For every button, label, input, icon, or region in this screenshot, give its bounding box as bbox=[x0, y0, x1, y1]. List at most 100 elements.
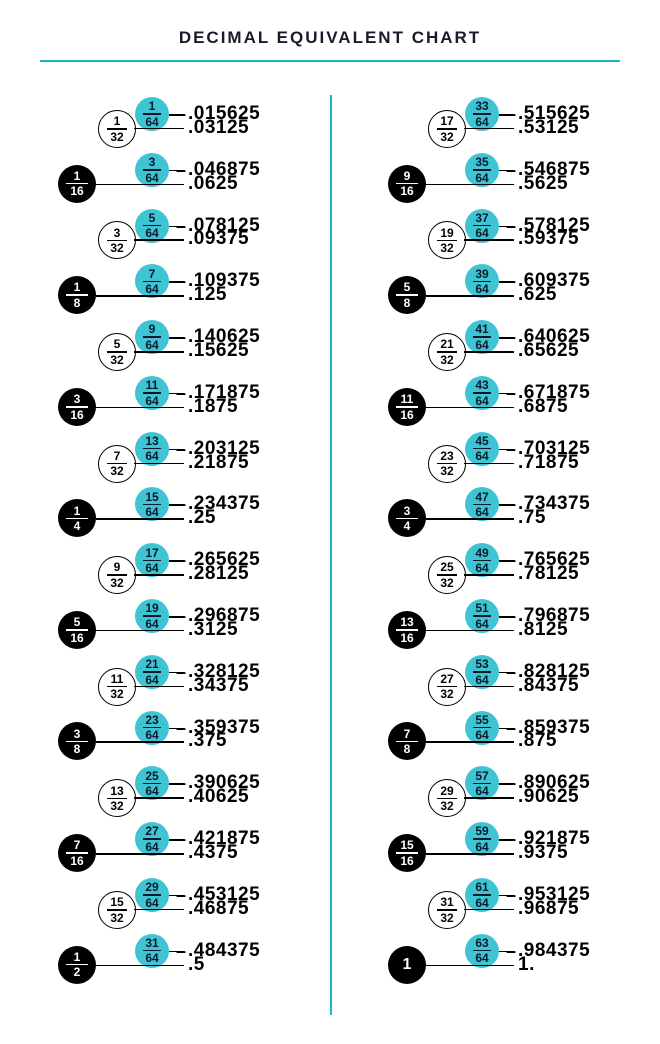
fraction-64-circle: 3564 bbox=[465, 153, 499, 187]
dash: – bbox=[176, 494, 186, 515]
fraction-64-circle: 2364 bbox=[135, 711, 169, 745]
dash: – bbox=[506, 829, 516, 850]
decimal-value: .21875 bbox=[188, 452, 249, 474]
chart-row: 964–.140625 bbox=[0, 323, 330, 351]
chart-row: 516.3125 bbox=[0, 630, 330, 658]
column-1: 3364–.5156251732.531253564–.546875916.56… bbox=[330, 100, 660, 993]
decimal-value: .625 bbox=[518, 284, 557, 306]
connector bbox=[134, 909, 184, 911]
dash: – bbox=[176, 885, 186, 906]
connector bbox=[464, 797, 514, 799]
connector bbox=[96, 965, 184, 967]
dash: – bbox=[506, 606, 516, 627]
decimal-value: .71875 bbox=[518, 452, 579, 474]
decimal-value: .125 bbox=[188, 284, 227, 306]
fraction-reduced-circle: 316 bbox=[58, 388, 96, 426]
chart-row: 1932.59375 bbox=[330, 239, 660, 267]
fraction-32-circle: 2132 bbox=[428, 333, 466, 371]
column-0: 164–.015625132.03125364–.046875116.06255… bbox=[0, 100, 330, 993]
chart-row: 3132.96875 bbox=[330, 909, 660, 937]
fraction-64-circle: 1964 bbox=[135, 599, 169, 633]
connector bbox=[426, 630, 514, 632]
chart-row: 5964–.921875 bbox=[330, 825, 660, 853]
chart-row: 2964–.453125 bbox=[0, 881, 330, 909]
fraction-32-circle: 1932 bbox=[428, 221, 466, 259]
fraction-32-circle: 132 bbox=[98, 110, 136, 148]
connector bbox=[464, 239, 514, 241]
dash: – bbox=[176, 383, 186, 404]
fraction-64-circle: 4564 bbox=[465, 432, 499, 466]
dash: – bbox=[506, 773, 516, 794]
chart-row: 6164–.953125 bbox=[330, 881, 660, 909]
dash: – bbox=[506, 718, 516, 739]
decimal-value: .3125 bbox=[188, 619, 238, 641]
chart-row: 1516.9375 bbox=[330, 853, 660, 881]
fraction-64-circle: 4164 bbox=[465, 320, 499, 354]
chart-row: 3164–.484375 bbox=[0, 937, 330, 965]
fraction-reduced-circle: 34 bbox=[388, 499, 426, 537]
fraction-reduced-circle: 1516 bbox=[388, 834, 426, 872]
chart-row: 38.375 bbox=[0, 741, 330, 769]
top-rule bbox=[40, 60, 620, 62]
chart-row: 732.21875 bbox=[0, 463, 330, 491]
fraction-32-circle: 732 bbox=[98, 445, 136, 483]
fraction-64-circle: 5164 bbox=[465, 599, 499, 633]
fraction-64-circle: 364 bbox=[135, 153, 169, 187]
fraction-64-circle: 1564 bbox=[135, 487, 169, 521]
chart-row: 1764–.265625 bbox=[0, 546, 330, 574]
fraction-64-circle: 5364 bbox=[465, 655, 499, 689]
chart-row: 3564–.546875 bbox=[330, 156, 660, 184]
chart-row: 1316.8125 bbox=[330, 630, 660, 658]
chart-row: 132.03125 bbox=[0, 128, 330, 156]
fraction-64-circle: 964 bbox=[135, 320, 169, 354]
chart-row: 58.625 bbox=[330, 295, 660, 323]
chart-row: 1164–.171875 bbox=[0, 379, 330, 407]
chart-row: 2164–.328125 bbox=[0, 658, 330, 686]
decimal-value: .5 bbox=[188, 954, 205, 976]
dash: – bbox=[506, 439, 516, 460]
decimal-value: .0625 bbox=[188, 173, 238, 195]
fraction-32-circle: 932 bbox=[98, 556, 136, 594]
connector bbox=[464, 574, 514, 576]
dash: – bbox=[176, 104, 186, 125]
chart-row: 2564–.390625 bbox=[0, 769, 330, 797]
connector bbox=[134, 686, 184, 688]
chart-row: 18.125 bbox=[0, 295, 330, 323]
fraction-64-circle: 6364 bbox=[465, 934, 499, 968]
fraction-64-circle: 2964 bbox=[135, 878, 169, 912]
fraction-reduced-circle: 58 bbox=[388, 276, 426, 314]
connector bbox=[96, 630, 184, 632]
fraction-32-circle: 3132 bbox=[428, 891, 466, 929]
chart-row: 4364–.671875 bbox=[330, 379, 660, 407]
decimal-value: .53125 bbox=[518, 117, 579, 139]
fraction-reduced-circle: 12 bbox=[58, 946, 96, 984]
chart-row: 78.875 bbox=[330, 741, 660, 769]
dash: – bbox=[506, 327, 516, 348]
fraction-64-circle: 764 bbox=[135, 264, 169, 298]
decimal-value: .03125 bbox=[188, 117, 249, 139]
dash: – bbox=[506, 885, 516, 906]
chart-row: 1964–.296875 bbox=[0, 602, 330, 630]
decimal-value: .5625 bbox=[518, 173, 568, 195]
fraction-reduced-circle: 516 bbox=[58, 611, 96, 649]
fraction-32-circle: 2332 bbox=[428, 445, 466, 483]
dash: – bbox=[176, 941, 186, 962]
decimal-value: .34375 bbox=[188, 675, 249, 697]
connector bbox=[134, 797, 184, 799]
dash: – bbox=[506, 662, 516, 683]
chart-row: 764–.109375 bbox=[0, 267, 330, 295]
fraction-reduced-circle: 14 bbox=[58, 499, 96, 537]
fraction-32-circle: 2932 bbox=[428, 779, 466, 817]
chart-row: 34.75 bbox=[330, 518, 660, 546]
chart-row: 1564–.234375 bbox=[0, 490, 330, 518]
fraction-reduced-circle: 1 bbox=[388, 946, 426, 984]
fraction-64-circle: 164 bbox=[135, 97, 169, 131]
fraction-64-circle: 4764 bbox=[465, 487, 499, 521]
decimal-value: .1875 bbox=[188, 396, 238, 418]
connector bbox=[134, 463, 184, 465]
fraction-64-circle: 3964 bbox=[465, 264, 499, 298]
decimal-value: .59375 bbox=[518, 228, 579, 250]
fraction-reduced-circle: 38 bbox=[58, 722, 96, 760]
fraction-64-circle: 2564 bbox=[135, 766, 169, 800]
decimal-value: .375 bbox=[188, 730, 227, 752]
